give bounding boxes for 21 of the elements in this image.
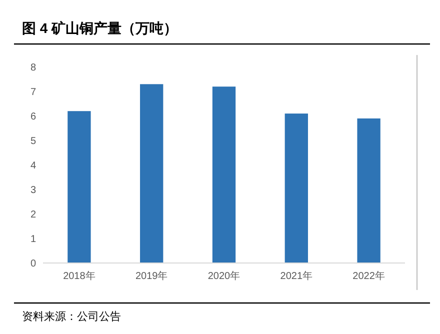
x-tick-label: 2021年 [280,270,313,282]
bar [357,118,380,263]
y-tick-label: 6 [30,112,36,122]
y-tick-label: 3 [30,185,36,196]
bar [212,86,236,263]
y-tick-label: 0 [30,258,36,270]
x-tick-label: 2018年 [63,270,96,282]
y-tick-label: 8 [30,62,36,74]
bar [284,114,308,263]
y-tick-label: 5 [30,136,36,147]
y-tick-label: 7 [30,87,36,98]
chart-title: 图 4 矿山铜产量（万吨） [22,20,178,36]
y-tick-label: 1 [30,234,36,245]
x-tick-label: 2022年 [352,270,385,282]
x-tick-label: 2020年 [208,270,240,282]
text: 资料来源：公司公告 [22,310,121,323]
y-tick-label: 4 [30,160,36,172]
x-tick-label: 2019年 [135,270,168,282]
y-tick-label: 2 [30,210,36,220]
bar [68,111,91,263]
bar [140,84,164,263]
